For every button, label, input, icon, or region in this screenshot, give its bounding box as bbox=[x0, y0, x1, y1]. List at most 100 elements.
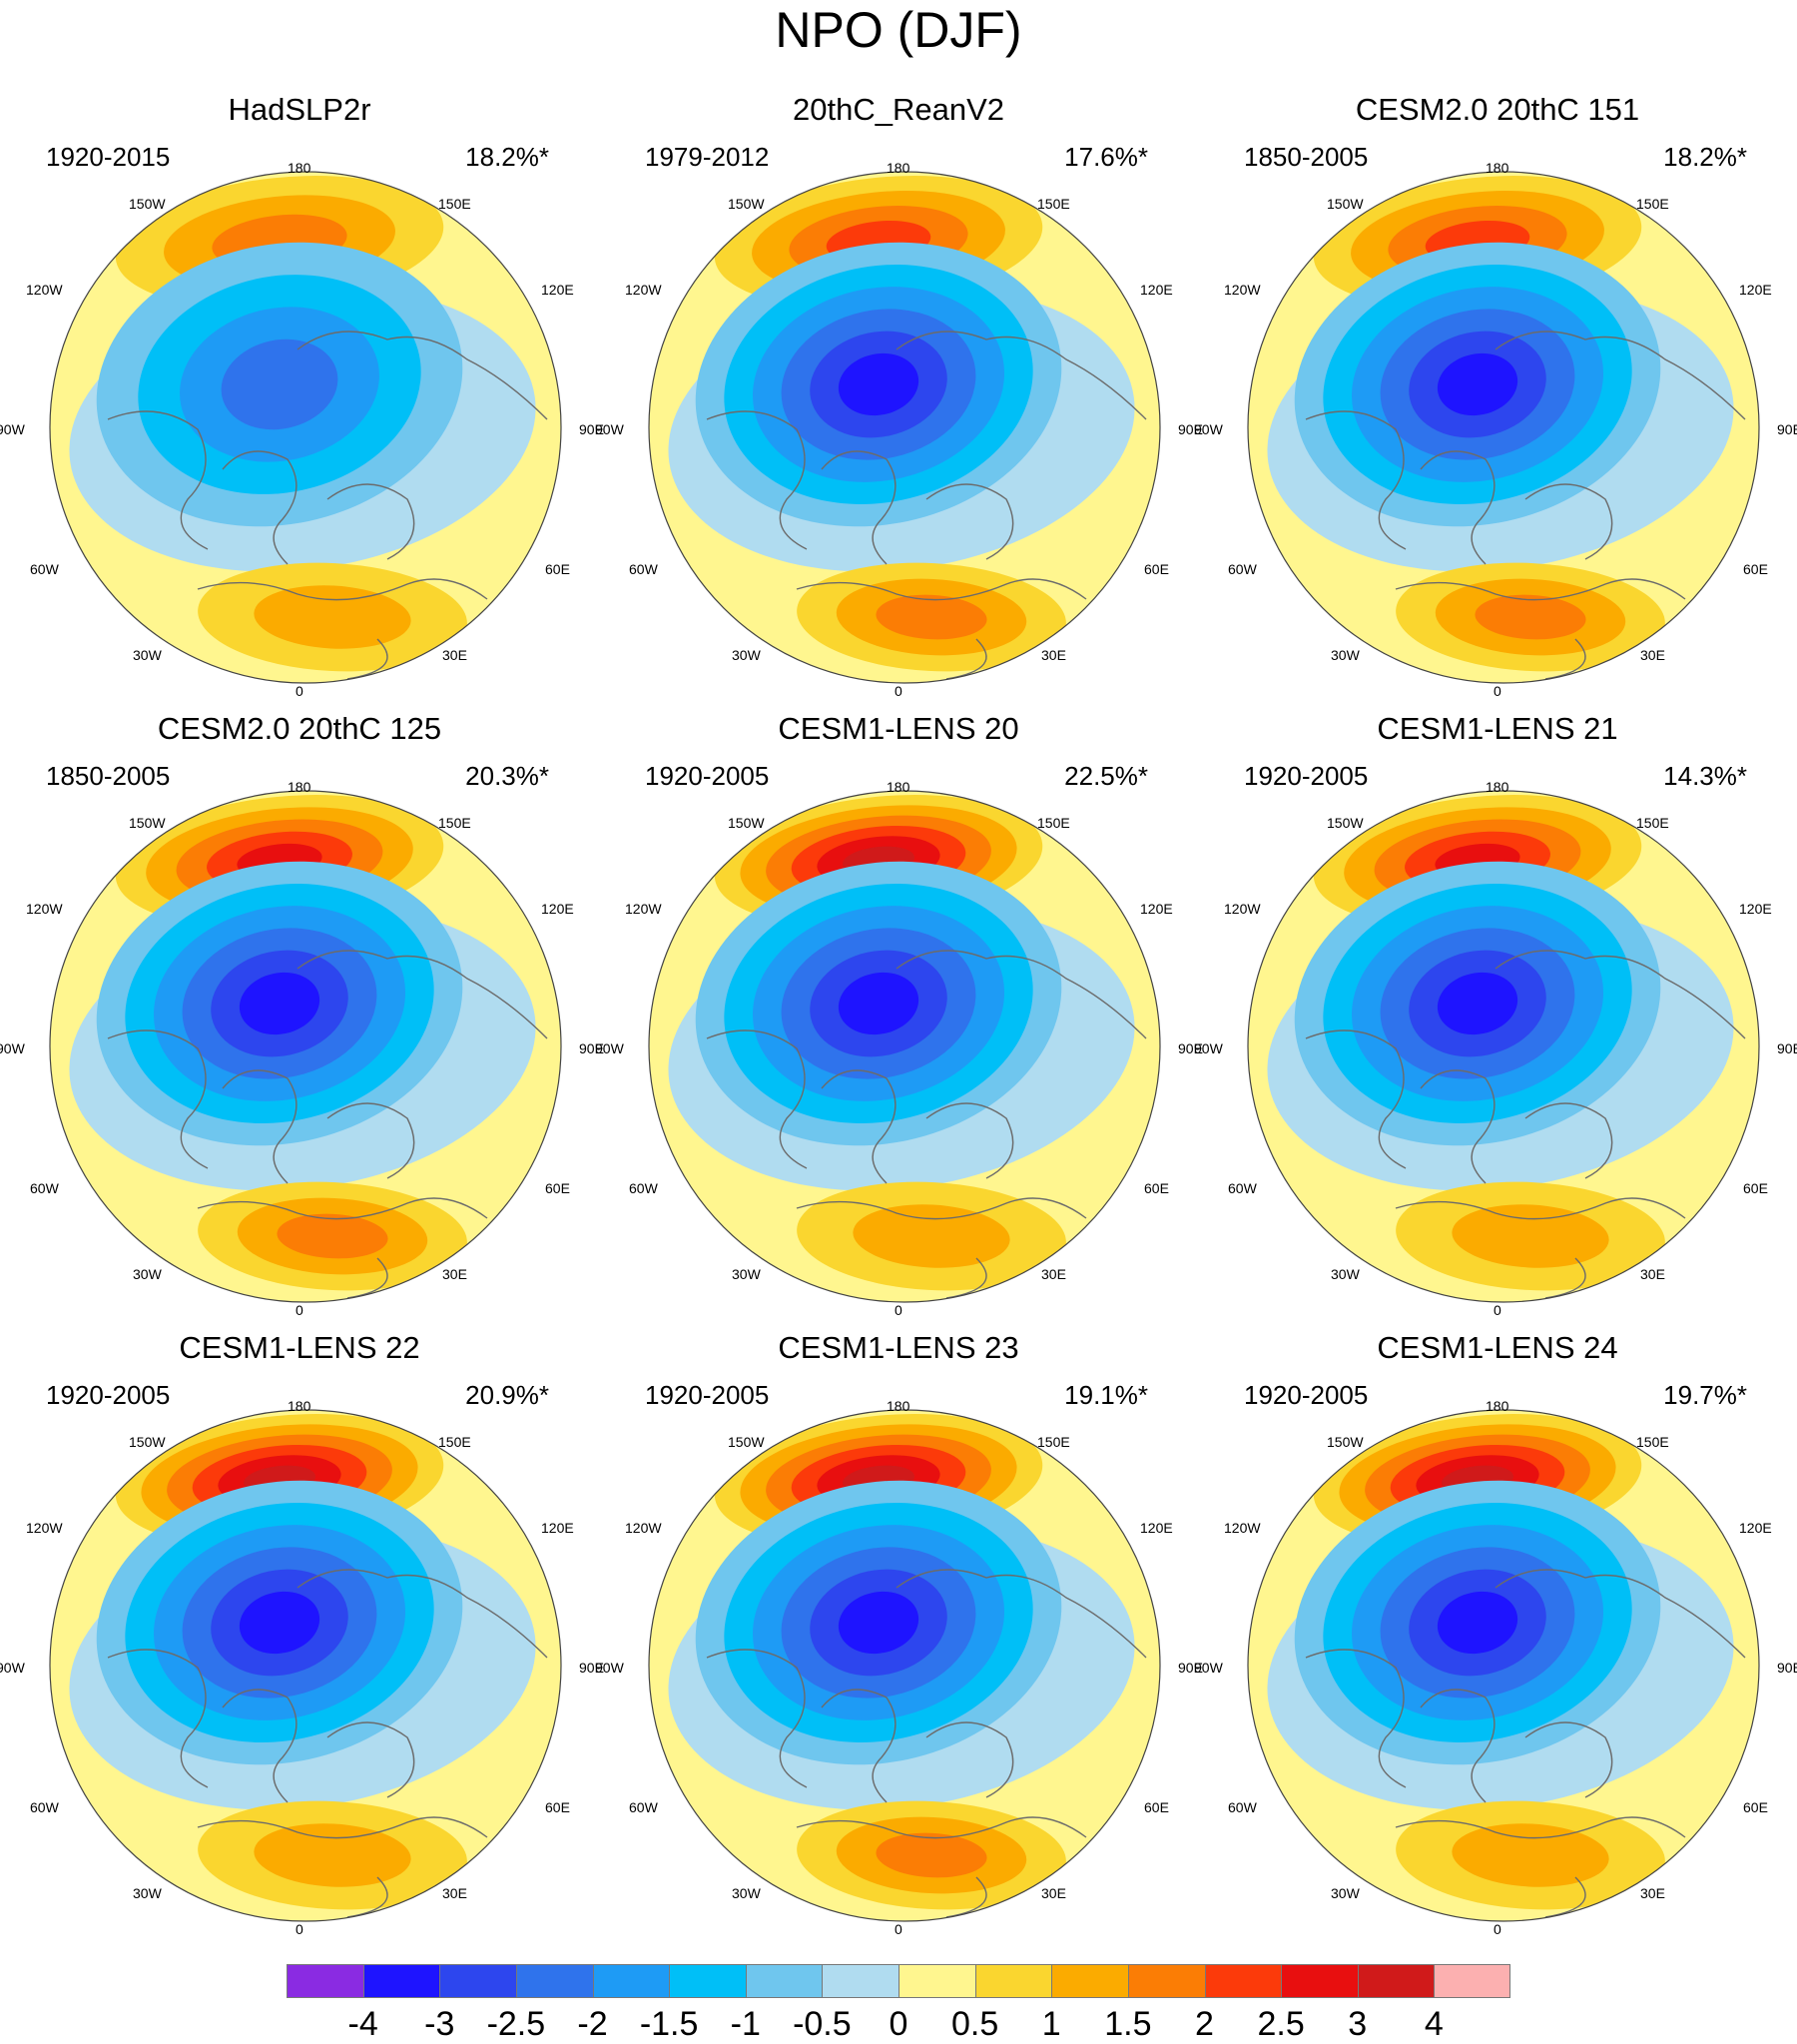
coastline bbox=[896, 331, 1147, 420]
coastline bbox=[945, 1876, 987, 1918]
atlantic-high-contour bbox=[277, 1213, 388, 1259]
map-panel: CESM1-LENS 24 1920-2005 19.7%* 180 150E 120E 9… bbox=[1194, 1330, 1797, 1949]
map-boundary bbox=[49, 790, 562, 1303]
coastline bbox=[1395, 578, 1686, 601]
panel-title: CESM2.0 20thC 151 bbox=[1355, 92, 1640, 127]
longitude-label: 30E bbox=[442, 1885, 467, 1901]
coastline bbox=[706, 1649, 808, 1788]
coastline bbox=[326, 1721, 415, 1798]
atlantic-high-contour bbox=[1452, 1823, 1609, 1887]
longitude-label: 60W bbox=[30, 1180, 59, 1196]
longitude-label: 150E bbox=[1636, 196, 1669, 212]
longitude-label: 60E bbox=[1144, 561, 1169, 577]
longitude-label: 120E bbox=[1739, 1520, 1772, 1536]
longitude-label: 150W bbox=[129, 1434, 166, 1450]
map-panel: HadSLP2r 1920-2015 18.2%* 180 150E 120E 90E 60E… bbox=[0, 92, 604, 711]
longitude-label: 60E bbox=[1144, 1180, 1169, 1196]
longitude-label: 150E bbox=[438, 815, 471, 831]
longitude-label: 30W bbox=[133, 1266, 162, 1282]
longitude-label: 0 bbox=[296, 1921, 303, 1937]
longitude-label: 120W bbox=[625, 1520, 662, 1536]
longitude-label: 30E bbox=[1640, 1885, 1665, 1901]
longitude-label: 180 bbox=[288, 160, 311, 176]
longitude-label: 90W bbox=[1194, 1660, 1223, 1676]
atlantic-high-contour bbox=[876, 1832, 987, 1878]
coastline bbox=[297, 950, 548, 1039]
colorbar-swatch bbox=[745, 1964, 823, 1998]
colorbar-tick-label: -1 bbox=[730, 2005, 761, 2043]
colorbar-tick-label: -0.5 bbox=[793, 2005, 852, 2043]
panel-title: HadSLP2r bbox=[228, 92, 371, 127]
colorbar-swatch bbox=[362, 1964, 440, 1998]
longitude-label: 60E bbox=[1743, 1799, 1768, 1815]
longitude-label: 90W bbox=[0, 421, 25, 437]
longitude-label: 180 bbox=[1486, 160, 1509, 176]
map-boundary bbox=[648, 790, 1161, 1303]
atlantic-high-contour bbox=[254, 1823, 411, 1887]
longitude-label: 90E bbox=[1777, 421, 1797, 437]
longitude-label: 180 bbox=[288, 1398, 311, 1414]
panel-period: 1920-2015 bbox=[46, 142, 171, 172]
coastline bbox=[346, 1876, 388, 1918]
longitude-label: 90E bbox=[1777, 1660, 1797, 1676]
panel-period: 1850-2005 bbox=[46, 761, 171, 791]
colorbar-swatch bbox=[822, 1964, 898, 1998]
atlantic-high-contour bbox=[853, 1204, 1010, 1268]
longitude-label: 90E bbox=[579, 421, 604, 437]
coastline bbox=[326, 1102, 415, 1179]
longitude-label: 150E bbox=[1037, 815, 1070, 831]
coastline bbox=[1305, 410, 1407, 550]
map-panel: CESM1-LENS 23 1920-2005 19.1%* 180 150E 120E 9… bbox=[595, 1330, 1203, 1949]
longitude-label: 0 bbox=[296, 1302, 303, 1318]
longitude-label: 60E bbox=[545, 1180, 570, 1196]
coastline bbox=[1305, 1029, 1407, 1169]
longitude-label: 180 bbox=[887, 779, 910, 795]
colorbar-tick-label: -2 bbox=[577, 2005, 608, 2043]
colorbar-swatch bbox=[1127, 1964, 1205, 1998]
longitude-label: 30W bbox=[732, 647, 761, 663]
longitude-label: 150W bbox=[728, 196, 765, 212]
coastline bbox=[925, 1721, 1014, 1798]
longitude-label: 30E bbox=[1041, 647, 1066, 663]
panel-period: 1920-2005 bbox=[46, 1380, 171, 1410]
longitude-label: 60W bbox=[629, 1799, 658, 1815]
colorbar-tick-label: 0 bbox=[889, 2005, 908, 2043]
longitude-label: 0 bbox=[895, 683, 902, 699]
longitude-label: 30W bbox=[1331, 647, 1360, 663]
longitude-label: 120E bbox=[541, 901, 574, 917]
panel-period: 1920-2005 bbox=[1244, 1380, 1369, 1410]
panel-title: CESM1-LENS 22 bbox=[179, 1330, 420, 1365]
longitude-label: 60W bbox=[30, 561, 59, 577]
coastline bbox=[821, 1069, 897, 1184]
longitude-label: 150E bbox=[438, 1434, 471, 1450]
map-boundary bbox=[1247, 790, 1760, 1303]
longitude-label: 60W bbox=[629, 561, 658, 577]
longitude-label: 120E bbox=[1140, 282, 1173, 298]
longitude-label: 90W bbox=[0, 1660, 25, 1676]
coastline bbox=[1395, 1816, 1686, 1839]
polar-map bbox=[648, 1409, 1161, 1922]
colorbar-swatch bbox=[1051, 1964, 1128, 1998]
coastline bbox=[326, 483, 415, 560]
longitude-label: 120W bbox=[625, 282, 662, 298]
panel-variance: 19.7%* bbox=[1663, 1380, 1747, 1410]
longitude-label: 120E bbox=[1739, 901, 1772, 917]
colorbar-swatch bbox=[515, 1964, 593, 1998]
longitude-label: 60W bbox=[30, 1799, 59, 1815]
colorbar-swatch bbox=[287, 1964, 363, 1998]
polar-map bbox=[648, 790, 1161, 1303]
longitude-label: 150W bbox=[129, 815, 166, 831]
longitude-label: 120W bbox=[26, 1520, 63, 1536]
longitude-label: 120W bbox=[1224, 282, 1261, 298]
map-panel: CESM2.0 20thC 151 1850-2005 18.2%* 180 150E 1… bbox=[1194, 92, 1797, 711]
map-boundary bbox=[49, 1409, 562, 1922]
coastline bbox=[1495, 1569, 1746, 1659]
coastline bbox=[1395, 1197, 1686, 1220]
longitude-label: 120W bbox=[26, 901, 63, 917]
panel-title: CESM2.0 20thC 125 bbox=[157, 711, 442, 746]
colorbar-tick-label: 3 bbox=[1348, 2005, 1368, 2043]
colorbar-tick-label: -4 bbox=[347, 2005, 378, 2043]
longitude-label: 180 bbox=[288, 779, 311, 795]
longitude-label: 0 bbox=[296, 683, 303, 699]
map-boundary bbox=[1247, 171, 1760, 684]
